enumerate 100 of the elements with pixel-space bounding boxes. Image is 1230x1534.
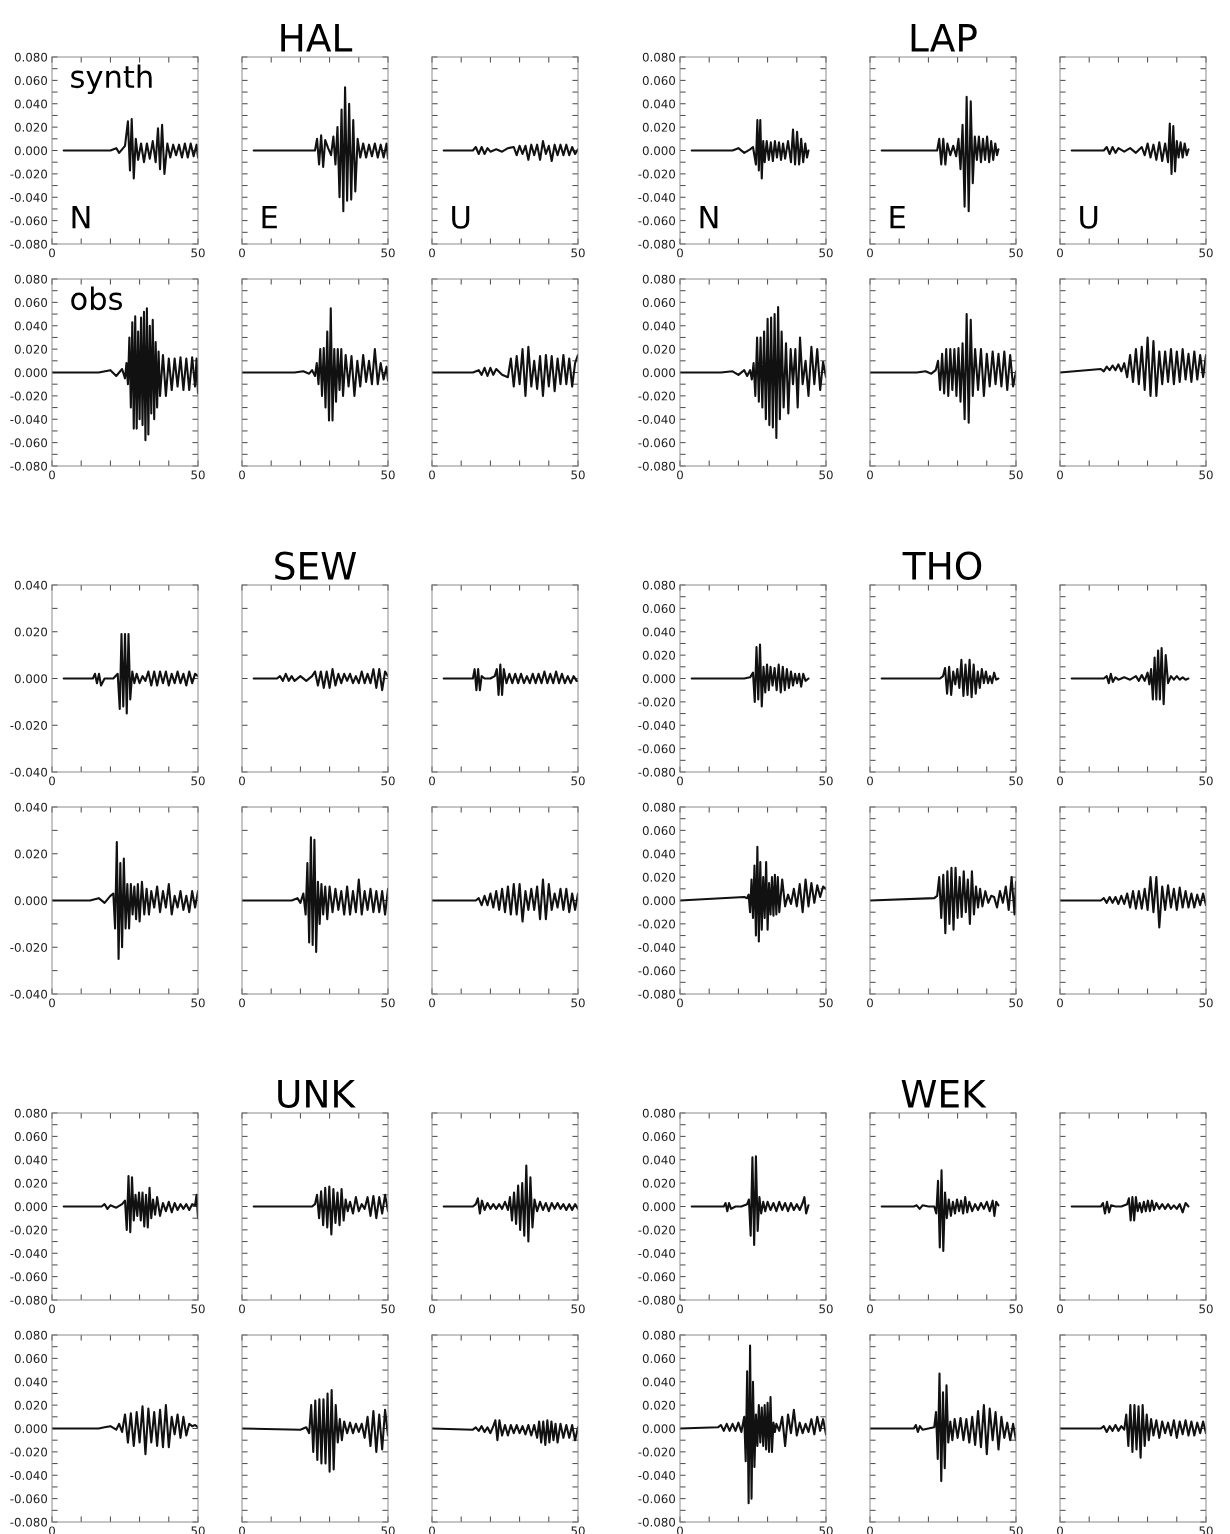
line-series: [62, 117, 198, 180]
chart-title: UNK: [278, 1080, 356, 1108]
y-tick-label: 0.020: [14, 1400, 48, 1410]
x-tick-label: 0: [867, 470, 873, 480]
y-tick-label: -0.060: [638, 216, 676, 226]
x-tick-label: 0: [239, 998, 245, 1008]
y-tick-label: -0.040: [638, 1470, 676, 1480]
x-tick-label: 50: [1009, 998, 1023, 1008]
line-series: [690, 1155, 810, 1247]
x-tick-label: 0: [239, 470, 245, 480]
y-tick-label: 0.040: [14, 321, 48, 331]
y-tick-label: 0.020: [642, 122, 676, 132]
y-tick-label: -0.020: [10, 942, 48, 952]
x-tick-label: 50: [571, 998, 585, 1008]
y-tick-label: -0.040: [638, 1248, 676, 1258]
y-tick-label: 0.000: [642, 146, 676, 156]
x-tick-label: 0: [239, 1304, 245, 1314]
y-tick-label: 0.080: [642, 1108, 676, 1118]
line-series: [680, 845, 826, 943]
y-tick-label: 0.060: [642, 298, 676, 308]
x-tick-label: 0: [677, 470, 683, 480]
y-tick-label: 0.060: [14, 1354, 48, 1364]
line-series: [62, 633, 198, 715]
x-tick-label: 0: [1057, 470, 1063, 480]
y-tick-label: 0.080: [14, 1108, 48, 1118]
y-tick-label: -0.080: [10, 1295, 48, 1305]
x-tick-label: 50: [381, 1304, 395, 1314]
y-tick-label: 0.080: [642, 274, 676, 284]
x-tick-label: 50: [571, 470, 585, 480]
y-tick-label: -0.040: [638, 720, 676, 730]
y-tick-label: 0.020: [14, 344, 48, 354]
y-tick-label: -0.060: [10, 1494, 48, 1504]
y-tick-label: 0.000: [14, 146, 48, 156]
annotation: obs: [71, 286, 123, 311]
annotation: N: [72, 206, 90, 229]
y-tick-label: -0.080: [638, 989, 676, 999]
y-tick-label: -0.060: [638, 1272, 676, 1282]
x-tick-label: 0: [1057, 998, 1063, 1008]
y-tick-label: -0.080: [638, 239, 676, 249]
x-tick-label: 0: [1057, 248, 1063, 258]
y-tick-label: 0.000: [642, 368, 676, 378]
x-tick-label: 50: [1009, 470, 1023, 480]
x-tick-label: 0: [677, 998, 683, 1008]
y-tick-label: 0.020: [642, 344, 676, 354]
x-tick-label: 0: [49, 998, 55, 1008]
y-tick-label: -0.040: [10, 1470, 48, 1480]
x-tick-label: 0: [239, 248, 245, 258]
y-tick-label: 0.060: [14, 76, 48, 86]
x-tick-label: 0: [429, 470, 435, 480]
chart-title: LAP: [911, 24, 977, 52]
y-tick-label: 0.040: [14, 580, 48, 590]
x-tick-label: 0: [867, 248, 873, 258]
y-tick-label: 0.040: [14, 99, 48, 109]
y-tick-label: 0.000: [642, 674, 676, 684]
x-tick-label: 50: [571, 1304, 585, 1314]
y-tick-label: 0.080: [642, 1330, 676, 1340]
y-tick-label: 0.060: [642, 1132, 676, 1142]
y-tick-label: -0.060: [638, 438, 676, 448]
chart-title: SEW: [275, 551, 357, 580]
x-tick-label: 50: [819, 776, 833, 786]
x-tick-label: 0: [49, 470, 55, 480]
x-tick-label: 0: [429, 776, 435, 786]
line-series: [680, 306, 826, 439]
y-tick-label: 0.060: [14, 298, 48, 308]
y-tick-label: 0.020: [14, 849, 48, 859]
y-tick-label: -0.020: [638, 1225, 676, 1235]
y-tick-label: 0.040: [642, 99, 676, 109]
x-tick-label: 0: [429, 1304, 435, 1314]
y-tick-label: -0.020: [10, 391, 48, 401]
y-tick-label: 0.020: [642, 1400, 676, 1410]
annotation: E: [262, 206, 277, 229]
y-tick-label: -0.020: [638, 391, 676, 401]
y-tick-label: -0.020: [638, 919, 676, 929]
line-series: [52, 1404, 198, 1456]
y-tick-label: 0.000: [14, 368, 48, 378]
chart-title: THO: [902, 551, 982, 580]
x-tick-label: 50: [819, 470, 833, 480]
annotation: synth: [71, 64, 152, 95]
x-tick-label: 0: [677, 248, 683, 258]
x-tick-label: 0: [677, 1304, 683, 1314]
y-tick-label: -0.060: [10, 216, 48, 226]
y-tick-label: 0.040: [14, 1155, 48, 1165]
y-tick-label: -0.040: [638, 942, 676, 952]
y-tick-label: -0.080: [638, 1295, 676, 1305]
x-tick-label: 50: [1199, 470, 1213, 480]
y-tick-label: 0.080: [642, 580, 676, 590]
y-tick-label: -0.080: [638, 1517, 676, 1527]
y-tick-label: -0.080: [10, 461, 48, 471]
y-tick-label: -0.020: [638, 697, 676, 707]
y-tick-label: 0.060: [642, 826, 676, 836]
y-tick-label: -0.060: [638, 744, 676, 754]
x-tick-label: 0: [1057, 1304, 1063, 1314]
x-tick-label: 50: [191, 1304, 205, 1314]
y-tick-label: 0.040: [642, 627, 676, 637]
x-tick-label: 50: [819, 1304, 833, 1314]
annotation: U: [452, 206, 470, 229]
x-tick-label: 50: [1199, 1304, 1213, 1314]
y-tick-label: 0.020: [14, 122, 48, 132]
x-tick-label: 0: [239, 776, 245, 786]
y-tick-label: -0.060: [638, 966, 676, 976]
